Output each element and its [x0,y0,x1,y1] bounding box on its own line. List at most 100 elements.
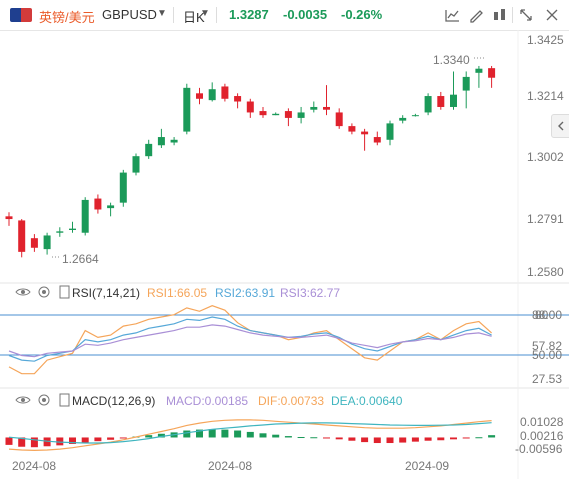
gear-icon[interactable] [38,286,50,298]
candle-body [259,111,267,116]
candle-body [475,68,483,73]
compare-icon[interactable] [491,6,509,24]
macd-bar [208,429,216,438]
macd-bar [297,437,305,439]
rsi-series [8,305,493,375]
macd-bar [234,430,242,438]
rsi2-value: RSI2:63.91 [215,286,275,300]
macd-dif-line [8,419,492,452]
rsi-tick: 27.53 [532,372,562,386]
symbol-selector[interactable]: GBPUSD [102,7,157,22]
candle-body [437,96,445,107]
macd-tick: 0.00216 [520,429,564,443]
candle-body [488,68,496,78]
candlestick-series [5,65,496,258]
candle-body [373,137,381,143]
toolbar: 英镑/美元 GBPUSD ▼ 日K ▼ 1.3287 -0.0035 -0.26… [0,0,569,31]
divider [512,7,513,23]
macd-bar [119,437,127,439]
last-price: 1.3287 [229,7,269,22]
macd-bar [272,434,280,438]
date-tick: 2024-08 [12,459,56,473]
macd-bar [183,430,191,438]
expand-side-button[interactable] [551,114,569,138]
expand-side-icon [558,121,564,131]
candle-body [183,87,191,132]
macd-bar [348,437,356,441]
high-annotation: 1.3340 [433,53,470,67]
macd-value: MACD:0.00185 [166,394,248,408]
candle-body [145,143,153,157]
macd-bar [246,431,254,438]
macd-bar [94,437,102,442]
macd-bar [157,433,165,438]
indicator-type-icon[interactable] [59,393,70,407]
divider [173,7,174,23]
candle-body [284,111,292,118]
rsi1-value: RSI1:66.05 [147,286,207,300]
macd-bar [196,429,203,438]
candle-body [323,106,330,110]
date-tick: 2024-08 [208,459,252,473]
macd-bar [30,437,38,448]
candle-body [81,199,89,233]
candle-body [399,117,407,121]
candle-body [411,115,419,117]
close-icon[interactable] [543,6,561,24]
price-tick: 1.3002 [527,150,564,164]
candle-body [335,112,343,127]
macd-bar [43,437,51,447]
macd-bar [310,437,318,439]
fullscreen-icon[interactable] [517,6,535,24]
macd-bar [488,435,496,438]
draw-icon[interactable] [467,6,485,24]
indicator-icon[interactable] [443,6,461,24]
macd-bar [284,436,292,438]
indicator-type-icon[interactable] [59,285,70,299]
price-tick: 1.2791 [527,212,564,226]
macd-bar [221,429,229,438]
macd-tick: -0.00596 [515,442,563,456]
flag-icon[interactable] [10,8,32,22]
price-tick: 1.3214 [527,89,564,103]
candle-body [424,96,432,113]
candle-body [56,231,64,233]
pair-name[interactable]: 英镑/美元 [39,10,95,25]
rsi-line [8,324,492,358]
macd-bar [335,437,343,440]
candle-body [69,228,76,230]
macd-bar [475,437,483,439]
period-selector[interactable]: 日K [183,10,205,25]
macd-bar [81,437,89,443]
candle-body [132,156,140,173]
candle-body [297,112,305,118]
price-change: -0.0035 [283,7,328,22]
rsi-tick: 80 [535,308,549,322]
price-tick: 1.2580 [527,265,564,279]
macd-dea-line [8,422,492,444]
macd-bar [373,437,381,444]
candle-body [234,96,242,102]
macd-bar [145,435,153,438]
rsi-tick: 50.00 [532,348,562,362]
eye-icon[interactable] [15,396,31,404]
rsi-label: RSI(7,14,21) [72,286,140,300]
macd-bar [361,437,369,443]
macd-bar [386,437,394,444]
divider [216,7,217,23]
caret-down-icon[interactable]: ▼ [157,8,167,19]
macd-dif-value: DIF:0.00733 [258,394,324,408]
candle-body [208,89,216,101]
candle-body [310,106,318,110]
gear-icon[interactable] [38,394,50,406]
candle-body [272,113,280,116]
eye-icon[interactable] [15,288,31,296]
candle-body [450,94,457,107]
candle-body [18,220,26,252]
candle-body [157,137,165,146]
candle-body [462,76,470,91]
caret-down-icon[interactable]: ▼ [200,8,210,19]
macd-bar [411,437,419,442]
